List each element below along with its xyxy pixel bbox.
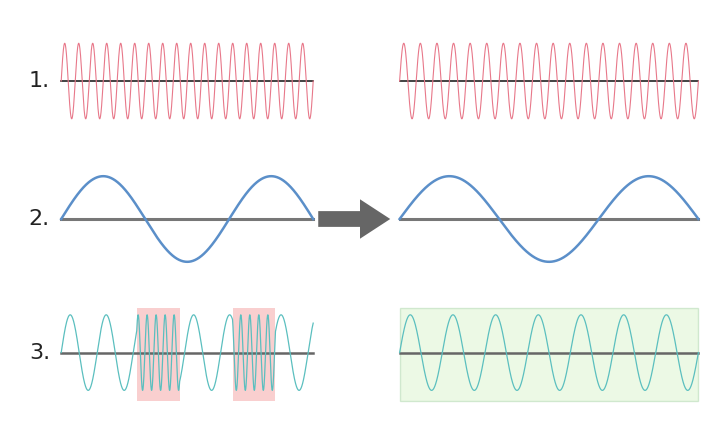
Bar bbox=[233, 308, 275, 401]
Bar bbox=[400, 308, 698, 401]
Text: 3.: 3. bbox=[29, 343, 50, 363]
Text: 1.: 1. bbox=[29, 71, 50, 91]
Bar bbox=[137, 308, 180, 401]
Text: 2.: 2. bbox=[29, 209, 50, 229]
Polygon shape bbox=[318, 199, 390, 239]
